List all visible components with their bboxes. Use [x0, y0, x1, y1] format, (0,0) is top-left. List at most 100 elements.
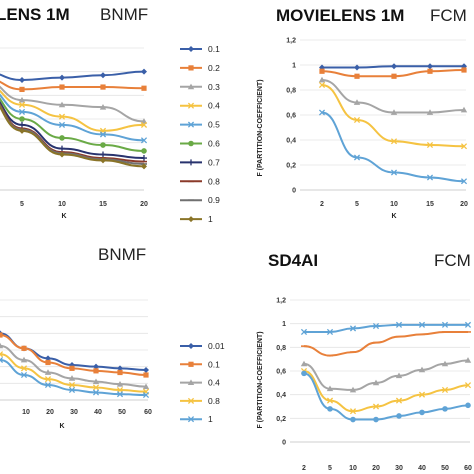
data-point-marker [188, 361, 194, 367]
x-tick-label: 5 [328, 465, 332, 472]
data-series [0, 330, 149, 373]
legend-label: 0.6 [208, 139, 220, 149]
data-point-marker [116, 380, 124, 387]
data-point-marker [373, 416, 379, 423]
data-point-marker [326, 328, 334, 336]
legend-label: 0.01 [208, 341, 225, 351]
data-point-marker [187, 102, 195, 109]
data-point-marker [326, 385, 334, 392]
data-point-marker [353, 116, 361, 124]
data-point-marker [349, 325, 357, 332]
data-series [301, 370, 471, 423]
y-tick-label: 0,6 [276, 369, 286, 376]
data-series [0, 351, 150, 395]
data-point-marker [426, 141, 434, 149]
data-point-marker [142, 391, 150, 399]
series-line [303, 359, 469, 391]
x-tick-label: 30 [395, 465, 403, 472]
data-point-marker [19, 86, 25, 93]
x-tick-label: 20 [46, 409, 54, 416]
plot-area: 0 0,2 0,4 0,6 0,8 1 1,2 2 5 10 15 20 K [286, 38, 468, 221]
data-series [0, 342, 150, 390]
y-tick-label: 1 [282, 321, 286, 328]
series-line [0, 353, 147, 393]
data-point-marker [464, 321, 472, 328]
data-series [0, 85, 148, 124]
data-point-marker [0, 351, 4, 358]
x-tick-label: 50 [441, 465, 449, 472]
data-point-marker [92, 378, 100, 385]
data-point-marker [100, 72, 106, 79]
data-point-marker [143, 372, 149, 378]
data-series [301, 330, 471, 357]
data-series [318, 81, 468, 150]
data-series [318, 76, 468, 115]
series-line [303, 330, 469, 357]
data-point-marker [418, 366, 426, 373]
data-point-marker [426, 174, 434, 181]
data-point-marker [59, 74, 65, 81]
chart-panel-bottom-left: BNMF 10 20 30 40 50 60 K 0.01 0.1 0.4 0.8 1 [0, 245, 225, 430]
data-point-marker [117, 365, 123, 372]
data-point-marker [141, 85, 147, 91]
data-point-marker [92, 384, 100, 391]
data-point-marker [441, 386, 449, 393]
data-point-marker [442, 406, 448, 412]
plot-area: 5 10 15 20 K [0, 47, 148, 220]
legend-label: 0.8 [208, 396, 220, 406]
data-point-marker [187, 83, 195, 90]
data-series [0, 356, 150, 399]
data-point-marker [460, 143, 468, 150]
data-point-marker [45, 355, 51, 362]
data-point-marker [188, 159, 194, 166]
legend-item: 0.8 [180, 396, 220, 406]
data-point-marker [390, 169, 398, 176]
data-point-marker [188, 140, 194, 147]
data-point-marker [92, 389, 100, 396]
legend-item: 0.9 [180, 195, 220, 205]
x-tick-label: 20 [460, 201, 468, 208]
series-line [303, 370, 469, 413]
legend-item: 0.8 [180, 176, 220, 186]
data-point-marker [188, 343, 194, 349]
y-tick-label: 0,8 [276, 345, 286, 352]
legend-item: 1 [180, 214, 213, 224]
legend-item: 0.6 [180, 139, 220, 149]
x-tick-label: 10 [390, 201, 398, 208]
y-tick-label: 0 [282, 440, 286, 447]
y-tick-label: 1 [292, 63, 296, 70]
data-point-marker [188, 65, 194, 71]
x-tick-label: 20 [372, 465, 380, 472]
legend-label: 0.4 [208, 101, 220, 111]
data-point-marker [426, 109, 434, 115]
legend-label: 1 [208, 414, 213, 424]
data-point-marker [391, 73, 397, 79]
x-tick-label: 5 [355, 201, 359, 208]
data-point-marker [188, 46, 194, 52]
data-point-marker [58, 121, 66, 128]
data-point-marker [300, 360, 308, 367]
data-point-marker [0, 332, 3, 338]
data-point-marker [318, 76, 326, 83]
data-point-marker [140, 118, 148, 124]
data-series [0, 80, 147, 93]
data-point-marker [100, 157, 106, 164]
legend-label: 0.9 [208, 195, 220, 205]
legend-label: 0.4 [208, 378, 220, 388]
data-point-marker [319, 68, 325, 74]
data-series [0, 93, 148, 144]
data-point-marker [187, 379, 195, 385]
data-series [300, 357, 472, 393]
y-tick-label: 0,6 [286, 113, 296, 120]
data-point-marker [353, 154, 361, 161]
data-point-marker [372, 403, 380, 410]
series-line [0, 333, 147, 376]
data-series [0, 97, 147, 154]
x-tick-label: 15 [426, 201, 434, 208]
legend-label: 0.2 [208, 63, 220, 73]
data-point-marker [143, 367, 149, 373]
data-point-marker [395, 397, 403, 404]
x-tick-label: 10 [22, 409, 30, 416]
y-tick-label: 0,8 [286, 88, 296, 95]
data-point-marker [117, 369, 123, 376]
